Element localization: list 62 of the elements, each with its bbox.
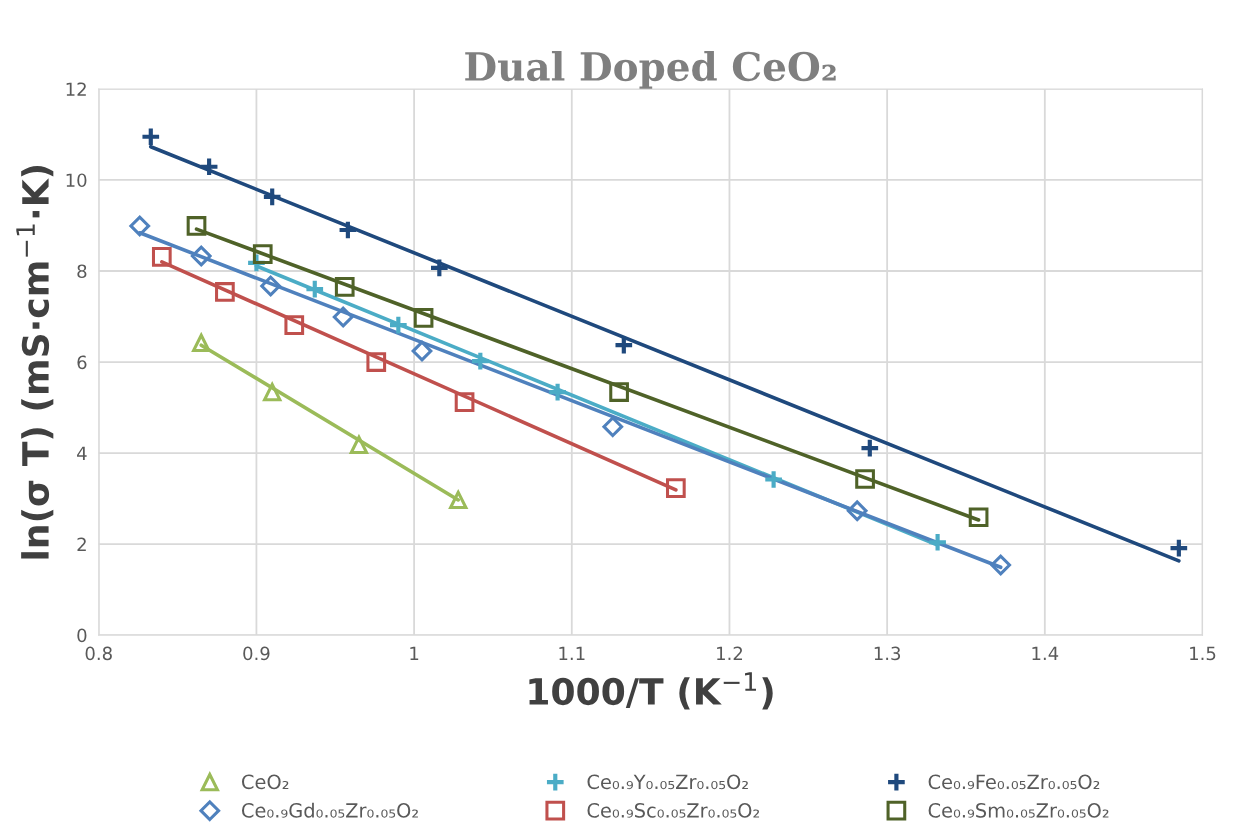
x-tick-label: 0.9: [243, 646, 270, 661]
point: [261, 186, 283, 208]
point: [413, 308, 434, 328]
y-tick-label: 0: [77, 628, 87, 643]
point: [260, 275, 281, 297]
x-tick-label: 1.1: [559, 646, 585, 660]
point: [140, 126, 162, 148]
y-tick-label: 6: [77, 355, 87, 370]
point: [990, 554, 1012, 576]
y-tick-label: 4: [77, 446, 87, 460]
point: [428, 257, 450, 279]
point: [190, 245, 212, 267]
legend-label: Ce₀.₉Sm₀.₀₅Zr₀.₀₅O₂: [928, 803, 1109, 818]
y-tick-label: 12: [66, 82, 86, 96]
point: [252, 244, 273, 265]
point: [304, 278, 326, 300]
point: [215, 282, 235, 302]
y-tick-label: 2: [77, 537, 86, 551]
x-tick-label: 1: [410, 646, 419, 660]
point: [332, 306, 354, 328]
point: [449, 490, 468, 510]
point: [387, 314, 409, 336]
point: [855, 469, 875, 489]
point: [284, 315, 305, 336]
x-tick-label: 1.2: [717, 646, 743, 660]
point: [859, 437, 881, 459]
point: [334, 277, 355, 297]
legend-label: Ce₀.₉Gd₀.₀₅Zr₀.₀₅O₂: [241, 802, 418, 818]
y-tick-label: 8: [77, 264, 87, 279]
point: [1168, 537, 1190, 559]
point: [602, 416, 624, 438]
point: [609, 382, 629, 402]
x-tick-label: 1.4: [1032, 646, 1059, 660]
point: [151, 247, 172, 267]
point: [454, 392, 475, 412]
legend-label: Ce₀.₉Fe₀.₀₅Zr₀.₀₅O₂: [928, 774, 1100, 790]
point: [349, 433, 369, 455]
point: [129, 215, 151, 237]
legend-label: Ce₀.₉Sc₀.₀₅Zr₀.₀₅O₂: [587, 803, 760, 818]
x-axis-title: 1000/T (K$^{−1}$): [529, 672, 773, 710]
chart-title: Dual Doped CeO₂: [465, 51, 836, 89]
point: [763, 469, 785, 490]
x-tick-label: 1.3: [874, 646, 901, 661]
point: [263, 382, 282, 402]
point: [198, 156, 220, 178]
point: [968, 507, 989, 528]
y-axis-title: ln(σ T) (mS·cm$^{−1}$·K): [16, 165, 54, 559]
point: [366, 352, 387, 372]
point: [665, 478, 686, 498]
point: [927, 531, 949, 553]
legend-label: Ce₀.₉Y₀.₀₅Zr₀.₀₅O₂: [587, 774, 748, 790]
point: [186, 216, 207, 236]
point: [192, 333, 211, 353]
legend-label: CeO₂: [241, 774, 289, 790]
x-tick-label: 1.5: [1190, 646, 1216, 661]
point: [469, 350, 491, 372]
point: [411, 340, 433, 362]
point: [337, 219, 359, 241]
point: [846, 500, 868, 522]
x-tick-label: 0.8: [85, 646, 112, 661]
y-tick-label: 10: [66, 173, 87, 188]
point: [547, 381, 569, 403]
